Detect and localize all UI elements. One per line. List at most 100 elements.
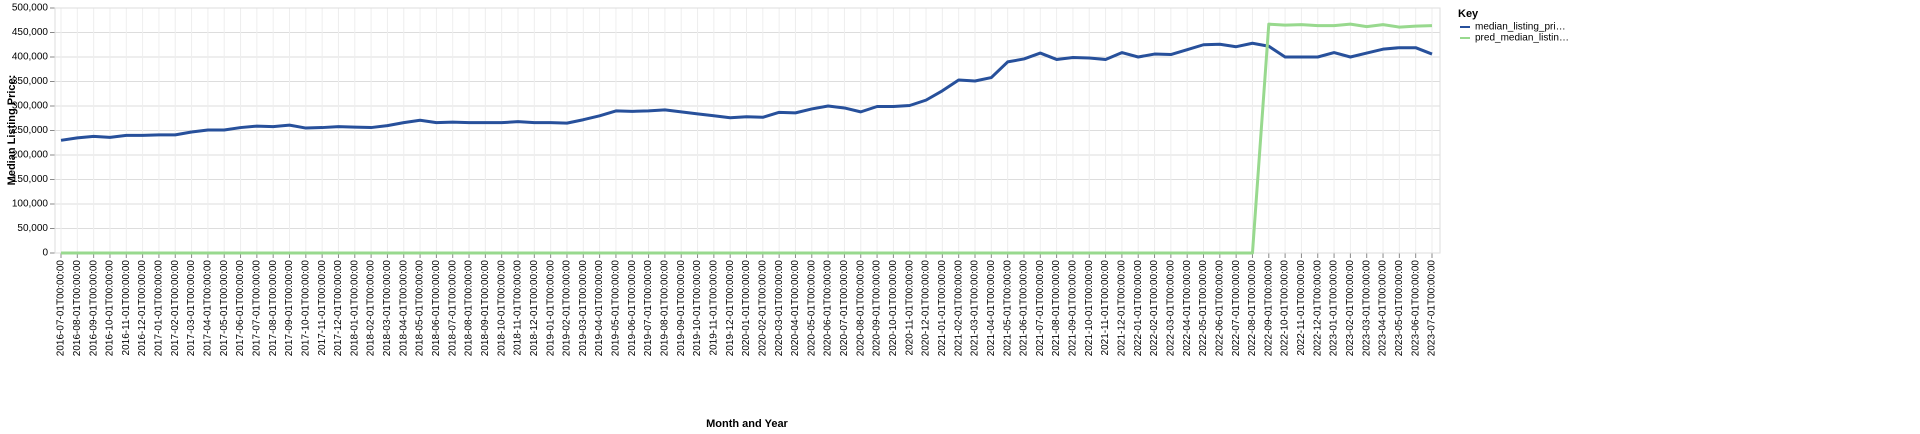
x-tick-label: 2020-06-01T00:00:00 (823, 260, 834, 357)
x-tick-label: 2018-09-01T00:00:00 (480, 260, 491, 357)
x-tick-label: 2020-11-01T00:00:00 (904, 260, 915, 356)
x-tick-label: 2022-11-01T00:00:00 (1296, 260, 1307, 356)
x-tick-label: 2021-02-01T00:00:00 (953, 260, 964, 357)
x-tick-label: 2022-09-01T00:00:00 (1263, 260, 1274, 357)
x-tick-label: 2021-09-01T00:00:00 (1068, 260, 1079, 357)
x-tick-label: 2023-03-01T00:00:00 (1361, 260, 1372, 357)
y-tick-label: 450,000 (12, 27, 49, 38)
x-tick-label: 2016-10-01T00:00:00 (105, 260, 116, 357)
y-tick-label: 500,000 (12, 3, 49, 14)
legend-label: pred_median_listin… (1475, 33, 1569, 44)
x-tick-label: 2020-09-01T00:00:00 (872, 260, 883, 357)
x-tick-label: 2019-07-01T00:00:00 (643, 260, 654, 357)
x-tick-label: 2016-11-01T00:00:00 (121, 260, 132, 356)
x-tick-label: 2020-10-01T00:00:00 (888, 260, 899, 357)
x-tick-label: 2023-01-01T00:00:00 (1329, 260, 1340, 357)
x-tick-label: 2017-10-01T00:00:00 (300, 260, 311, 357)
x-tick-label: 2019-04-01T00:00:00 (594, 260, 605, 357)
x-tick-label: 2017-12-01T00:00:00 (333, 260, 344, 357)
x-tick-label: 2020-02-01T00:00:00 (757, 260, 768, 357)
y-tick-label: 100,000 (12, 199, 49, 210)
x-tick-label: 2018-07-01T00:00:00 (447, 260, 458, 357)
x-tick-label: 2020-03-01T00:00:00 (774, 260, 785, 357)
y-tick-label: 350,000 (12, 76, 49, 87)
x-tick-label: 2021-03-01T00:00:00 (970, 260, 981, 357)
x-tick-label: 2021-06-01T00:00:00 (1019, 260, 1030, 357)
x-tick-label: 2019-12-01T00:00:00 (725, 260, 736, 357)
x-tick-label: 2020-12-01T00:00:00 (921, 260, 932, 357)
x-tick-label: 2021-04-01T00:00:00 (986, 260, 997, 357)
x-tick-label: 2017-05-01T00:00:00 (219, 260, 230, 357)
x-tick-label: 2022-08-01T00:00:00 (1247, 260, 1258, 357)
x-tick-label: 2020-01-01T00:00:00 (741, 260, 752, 357)
y-axis-title: Median Listing Price: (6, 75, 18, 186)
x-tick-label: 2021-11-01T00:00:00 (1100, 260, 1111, 356)
y-tick-label: 150,000 (12, 174, 49, 185)
x-axis-title: Month and Year (706, 418, 788, 430)
x-tick-label: 2022-05-01T00:00:00 (1198, 260, 1209, 357)
x-tick-label: 2017-02-01T00:00:00 (170, 260, 181, 357)
x-tick-label: 2023-04-01T00:00:00 (1378, 260, 1389, 357)
x-tick-label: 2018-05-01T00:00:00 (415, 260, 426, 357)
x-tick-label: 2018-12-01T00:00:00 (529, 260, 540, 357)
x-tick-label: 2018-10-01T00:00:00 (496, 260, 507, 357)
x-tick-label: 2018-04-01T00:00:00 (398, 260, 409, 357)
x-tick-label: 2021-07-01T00:00:00 (1035, 260, 1046, 357)
x-tick-label: 2018-03-01T00:00:00 (382, 260, 393, 357)
x-tick-label: 2021-05-01T00:00:00 (1002, 260, 1013, 357)
x-tick-label: 2019-10-01T00:00:00 (692, 260, 703, 357)
x-tick-label: 2017-04-01T00:00:00 (203, 260, 214, 357)
y-tick-label: 250,000 (12, 125, 49, 136)
y-tick-label: 200,000 (12, 150, 49, 161)
x-tick-label: 2017-06-01T00:00:00 (235, 260, 246, 357)
x-tick-label: 2022-02-01T00:00:00 (1149, 260, 1160, 357)
legend-title: Key (1458, 8, 1479, 20)
x-tick-label: 2018-02-01T00:00:00 (366, 260, 377, 357)
x-tick-label: 2023-05-01T00:00:00 (1394, 260, 1405, 357)
x-tick-label: 2020-07-01T00:00:00 (839, 260, 850, 357)
x-tick-label: 2019-09-01T00:00:00 (676, 260, 687, 357)
x-tick-label: 2018-01-01T00:00:00 (349, 260, 360, 357)
x-tick-label: 2020-05-01T00:00:00 (806, 260, 817, 357)
x-tick-label: 2019-05-01T00:00:00 (611, 260, 622, 357)
x-tick-label: 2017-11-01T00:00:00 (317, 260, 328, 356)
line-series (60, 41, 1433, 142)
x-tick-label: 2021-01-01T00:00:00 (937, 260, 948, 357)
x-tick-label: 2018-08-01T00:00:00 (464, 260, 475, 357)
x-tick-label: 2023-06-01T00:00:00 (1410, 260, 1421, 357)
x-tick-label: 2019-02-01T00:00:00 (562, 260, 573, 357)
x-tick-label: 2019-11-01T00:00:00 (708, 260, 719, 356)
x-tick-label: 2022-07-01T00:00:00 (1231, 260, 1242, 357)
x-tick-label: 2016-09-01T00:00:00 (88, 260, 99, 357)
line-series (61, 22, 1433, 255)
x-tick-label: 2020-08-01T00:00:00 (855, 260, 866, 357)
x-tick-label: 2016-12-01T00:00:00 (137, 260, 148, 357)
x-tick-label: 2017-07-01T00:00:00 (251, 260, 262, 357)
x-tick-label: 2022-04-01T00:00:00 (1182, 260, 1193, 357)
x-tick-label: 2017-08-01T00:00:00 (268, 260, 279, 357)
x-tick-label: 2022-03-01T00:00:00 (1165, 260, 1176, 357)
y-tick-label: 300,000 (12, 101, 49, 112)
x-tick-label: 2022-06-01T00:00:00 (1214, 260, 1225, 357)
x-tick-label: 2018-06-01T00:00:00 (431, 260, 442, 357)
x-tick-label: 2017-09-01T00:00:00 (284, 260, 295, 357)
y-tick-label: 0 (42, 248, 48, 259)
x-tick-label: 2016-08-01T00:00:00 (72, 260, 83, 357)
legend-label: median_listing_pri… (1475, 22, 1566, 33)
x-tick-label: 2022-01-01T00:00:00 (1133, 260, 1144, 357)
x-tick-label: 2018-11-01T00:00:00 (513, 260, 524, 356)
x-tick-label: 2022-12-01T00:00:00 (1312, 260, 1323, 357)
x-tick-label: 2021-10-01T00:00:00 (1084, 260, 1095, 357)
y-tick-label: 50,000 (17, 223, 48, 234)
x-tick-label: 2019-08-01T00:00:00 (660, 260, 671, 357)
x-tick-label: 2023-02-01T00:00:00 (1345, 260, 1356, 357)
x-tick-label: 2017-01-01T00:00:00 (154, 260, 165, 357)
x-tick-label: 2019-03-01T00:00:00 (578, 260, 589, 357)
x-tick-label: 2017-03-01T00:00:00 (186, 260, 197, 357)
x-tick-label: 2022-10-01T00:00:00 (1280, 260, 1291, 357)
y-tick-label: 400,000 (12, 52, 49, 63)
x-tick-label: 2016-07-01T00:00:00 (56, 260, 67, 357)
x-tick-label: 2019-01-01T00:00:00 (545, 260, 556, 357)
x-tick-label: 2019-06-01T00:00:00 (627, 260, 638, 357)
